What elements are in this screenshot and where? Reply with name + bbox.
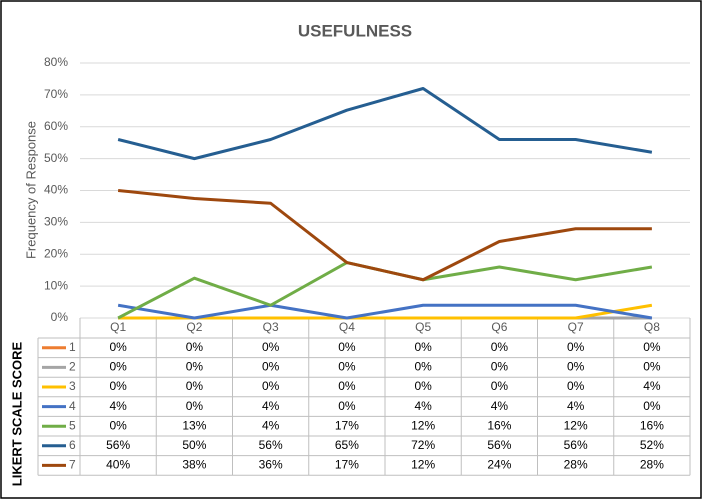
table-cell: 0% bbox=[567, 340, 585, 354]
table-cell: 0% bbox=[262, 379, 280, 393]
legend-label: 4 bbox=[69, 399, 76, 413]
table-cell: 12% bbox=[564, 418, 588, 432]
table-cell: 0% bbox=[491, 360, 509, 374]
legend-label: 7 bbox=[69, 458, 76, 472]
table-cell: 56% bbox=[259, 438, 283, 452]
x-tick-label: Q6 bbox=[491, 320, 507, 334]
table-cell: 0% bbox=[109, 360, 127, 374]
table-cell: 0% bbox=[109, 418, 127, 432]
legend-label: 1 bbox=[69, 340, 76, 354]
x-tick-label: Q3 bbox=[263, 320, 279, 334]
table-cell: 0% bbox=[414, 360, 432, 374]
table-cell: 0% bbox=[491, 340, 509, 354]
legend-title: LIKERT SCALE SCORE bbox=[9, 341, 24, 486]
table-cell: 16% bbox=[640, 418, 664, 432]
table-cell: 0% bbox=[338, 340, 356, 354]
y-tick-label: 10% bbox=[44, 278, 68, 292]
table-cell: 17% bbox=[335, 418, 359, 432]
table-cell: 0% bbox=[109, 379, 127, 393]
x-tick-label: Q2 bbox=[186, 320, 202, 334]
table-cell: 4% bbox=[643, 379, 661, 393]
table-cell: 72% bbox=[411, 438, 435, 452]
table-cell: 0% bbox=[338, 360, 356, 374]
legend-label: 5 bbox=[69, 418, 76, 432]
table-cell: 4% bbox=[262, 418, 280, 432]
table-cell: 4% bbox=[491, 399, 509, 413]
table-cell: 0% bbox=[567, 360, 585, 374]
table-cell: 0% bbox=[643, 360, 661, 374]
series-line bbox=[117, 189, 652, 282]
table-cell: 12% bbox=[411, 418, 435, 432]
table-cell: 4% bbox=[567, 399, 585, 413]
table-cell: 0% bbox=[186, 379, 204, 393]
x-tick-label: Q4 bbox=[339, 320, 355, 334]
y-tick-label: 60% bbox=[44, 119, 68, 133]
table-cell: 4% bbox=[414, 399, 432, 413]
table-cell: 0% bbox=[338, 379, 356, 393]
table-cell: 17% bbox=[335, 458, 359, 472]
table-cell: 28% bbox=[640, 458, 664, 472]
y-tick-label: 30% bbox=[44, 215, 68, 229]
table-cell: 0% bbox=[567, 379, 585, 393]
table-cell: 56% bbox=[564, 438, 588, 452]
x-tick-label: Q8 bbox=[644, 320, 660, 334]
y-tick-label: 50% bbox=[44, 151, 68, 165]
table-cell: 0% bbox=[643, 340, 661, 354]
table-cell: 52% bbox=[640, 438, 664, 452]
y-tick-label: 0% bbox=[51, 310, 69, 324]
table-cell: 4% bbox=[109, 399, 127, 413]
table-cell: 28% bbox=[564, 458, 588, 472]
table-cell: 0% bbox=[186, 340, 204, 354]
legend-label: 2 bbox=[69, 360, 76, 374]
table-cell: 56% bbox=[487, 438, 511, 452]
y-tick-label: 40% bbox=[44, 183, 68, 197]
x-tick-label: Q1 bbox=[110, 320, 126, 334]
table-cell: 65% bbox=[335, 438, 359, 452]
table-cell: 50% bbox=[182, 438, 206, 452]
table-cell: 0% bbox=[109, 340, 127, 354]
y-tick-label: 70% bbox=[44, 87, 68, 101]
table-cell: 0% bbox=[186, 399, 204, 413]
table-cell: 0% bbox=[262, 340, 280, 354]
table-cell: 0% bbox=[186, 360, 204, 374]
table-cell: 16% bbox=[487, 418, 511, 432]
series-line bbox=[117, 87, 653, 161]
table-cell: 0% bbox=[491, 379, 509, 393]
table-cell: 0% bbox=[262, 360, 280, 374]
table-cell: 0% bbox=[414, 379, 432, 393]
legend-label: 3 bbox=[69, 379, 76, 393]
legend-label: 6 bbox=[69, 438, 76, 452]
table-cell: 0% bbox=[643, 399, 661, 413]
table-cell: 36% bbox=[259, 458, 283, 472]
table-cell: 40% bbox=[106, 458, 130, 472]
y-tick-label: 20% bbox=[44, 246, 68, 260]
y-axis-label: Frequency of Response bbox=[23, 121, 38, 259]
table-cell: 0% bbox=[338, 399, 356, 413]
x-tick-label: Q5 bbox=[415, 320, 431, 334]
table-cell: 0% bbox=[414, 340, 432, 354]
x-tick-label: Q7 bbox=[568, 320, 584, 334]
y-tick-label: 80% bbox=[44, 55, 68, 69]
series-line bbox=[117, 303, 653, 320]
table-cell: 13% bbox=[182, 418, 206, 432]
table-cell: 56% bbox=[106, 438, 130, 452]
table-cell: 4% bbox=[262, 399, 280, 413]
table-cell: 24% bbox=[487, 458, 511, 472]
table-cell: 38% bbox=[182, 458, 206, 472]
series-line bbox=[118, 303, 653, 320]
table-cell: 12% bbox=[411, 458, 435, 472]
chart-title: USEFULNESS bbox=[298, 21, 412, 40]
